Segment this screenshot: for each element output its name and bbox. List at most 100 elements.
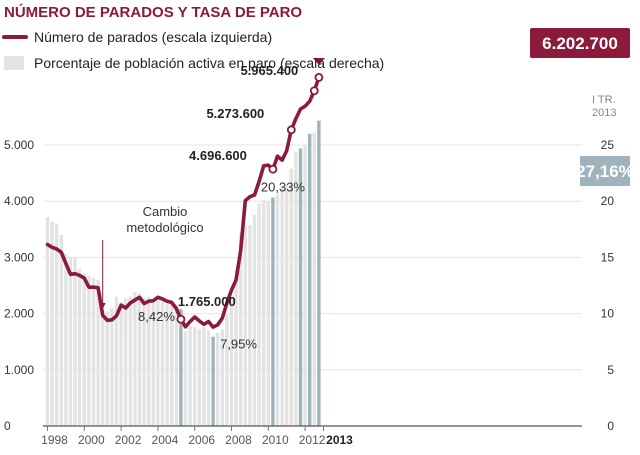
chart-title: NÚMERO DE PARADOS Y TASA DE PARO — [4, 3, 302, 21]
bar — [96, 279, 100, 426]
right-tick-label: 25 — [601, 138, 615, 152]
annotation-line1: Cambio — [143, 204, 188, 219]
bar — [165, 303, 169, 426]
bar — [188, 325, 192, 426]
rate-box-label: 27,16% — [576, 162, 634, 181]
bar-highlight — [271, 197, 275, 426]
x-tick-label: 2006 — [188, 433, 215, 447]
x-tick-label: 2013 — [326, 433, 353, 447]
bar — [289, 168, 293, 426]
bar — [193, 327, 197, 426]
bar — [105, 311, 109, 426]
left-tick-label: 2.000 — [4, 307, 34, 321]
bar — [101, 310, 105, 426]
bar — [234, 269, 238, 426]
line-point-marker — [286, 125, 296, 135]
callout-box-last-value — [530, 28, 630, 58]
bar — [160, 301, 165, 426]
bar — [133, 292, 137, 426]
bar — [137, 293, 142, 426]
bar — [280, 186, 284, 426]
bar — [124, 297, 128, 426]
bar — [55, 223, 59, 426]
legend-line-label: Número de parados (escala izquierda) — [34, 29, 272, 45]
line-point-label: 5.273.600 — [206, 106, 264, 121]
bar — [78, 268, 82, 426]
bar — [68, 257, 73, 426]
annotation-arrowhead — [99, 303, 106, 309]
bar — [229, 298, 234, 426]
last-period-label2: 2013 — [592, 107, 616, 119]
bar — [174, 304, 178, 426]
bar — [156, 301, 160, 426]
bar — [312, 132, 316, 427]
bar — [110, 307, 114, 426]
bar-highlight — [298, 148, 303, 426]
highlighted-bar-label: 8,42% — [138, 309, 175, 324]
bar-highlight — [317, 120, 321, 426]
line-point-marker — [176, 314, 186, 324]
left-tick-label: 3.000 — [4, 250, 34, 264]
legend: Número de parados (escala izquierda) Por… — [2, 29, 384, 71]
bar — [294, 151, 298, 426]
line-layer — [45, 73, 324, 329]
bar — [275, 194, 280, 426]
bar — [128, 296, 132, 426]
x-tick-label: 2002 — [115, 433, 142, 447]
bar — [285, 184, 289, 426]
bar — [202, 327, 206, 426]
right-tick-label: 0 — [607, 419, 614, 433]
last-period-label1: I TR. — [592, 94, 616, 106]
bar — [206, 330, 211, 426]
right-tick-label: 10 — [601, 307, 615, 321]
bar — [183, 331, 188, 426]
x-tick-label: 2012 — [299, 433, 326, 447]
annotation-line2: metodológico — [126, 220, 203, 235]
bar — [73, 257, 77, 426]
bar — [45, 216, 50, 426]
bar — [142, 297, 146, 426]
left-tick-label: 4.000 — [4, 194, 34, 208]
bar — [266, 201, 270, 426]
line-point-label: 5.965.400 — [240, 63, 298, 78]
bar-highlight — [179, 309, 183, 426]
x-tick-label: 1998 — [41, 433, 68, 447]
bar — [64, 254, 68, 426]
grid-lines — [43, 144, 582, 371]
left-tick-label: 0 — [4, 419, 11, 433]
x-tick-label: 2010 — [262, 433, 289, 447]
bar — [225, 314, 229, 426]
right-tick-label: 20 — [601, 194, 615, 208]
x-tick-label: 2000 — [78, 433, 105, 447]
bar — [248, 224, 252, 426]
bar-highlight — [211, 336, 215, 426]
right-tick-label: 15 — [601, 250, 615, 264]
line-point-label: 4.696.600 — [189, 148, 247, 163]
bar — [216, 332, 220, 426]
line-point-marker — [314, 73, 324, 82]
bar — [82, 273, 86, 426]
bar — [119, 302, 123, 426]
bar-highlight — [308, 133, 312, 426]
bar — [262, 200, 266, 426]
line-point-label: 1.765.000 — [178, 294, 236, 309]
x-tick-label: 2008 — [225, 433, 252, 447]
bar — [59, 234, 63, 426]
bar — [170, 302, 174, 426]
callout-box-pointer — [312, 58, 325, 65]
bar — [252, 214, 257, 426]
left-tick-label: 1.000 — [4, 363, 34, 377]
bar — [147, 296, 151, 426]
bar — [243, 224, 247, 426]
right-tick-label: 5 — [607, 363, 614, 377]
labels-layer: 1.765.000 4.696.600 5.273.600 5.965.400 6.20… — [99, 28, 634, 352]
bar — [91, 277, 96, 426]
bar — [151, 301, 155, 426]
highlighted-bar-label: 20,33% — [261, 179, 306, 194]
bar — [220, 329, 224, 426]
callout-box-label: 6.202.700 — [542, 34, 618, 53]
highlighted-bar-label: 7,95% — [220, 337, 257, 352]
axes-layer: 0 1.000 2.000 3.000 4.000 5.000 0 5 10 15 20 25 1998… — [4, 138, 614, 447]
line-point-marker — [309, 86, 319, 96]
